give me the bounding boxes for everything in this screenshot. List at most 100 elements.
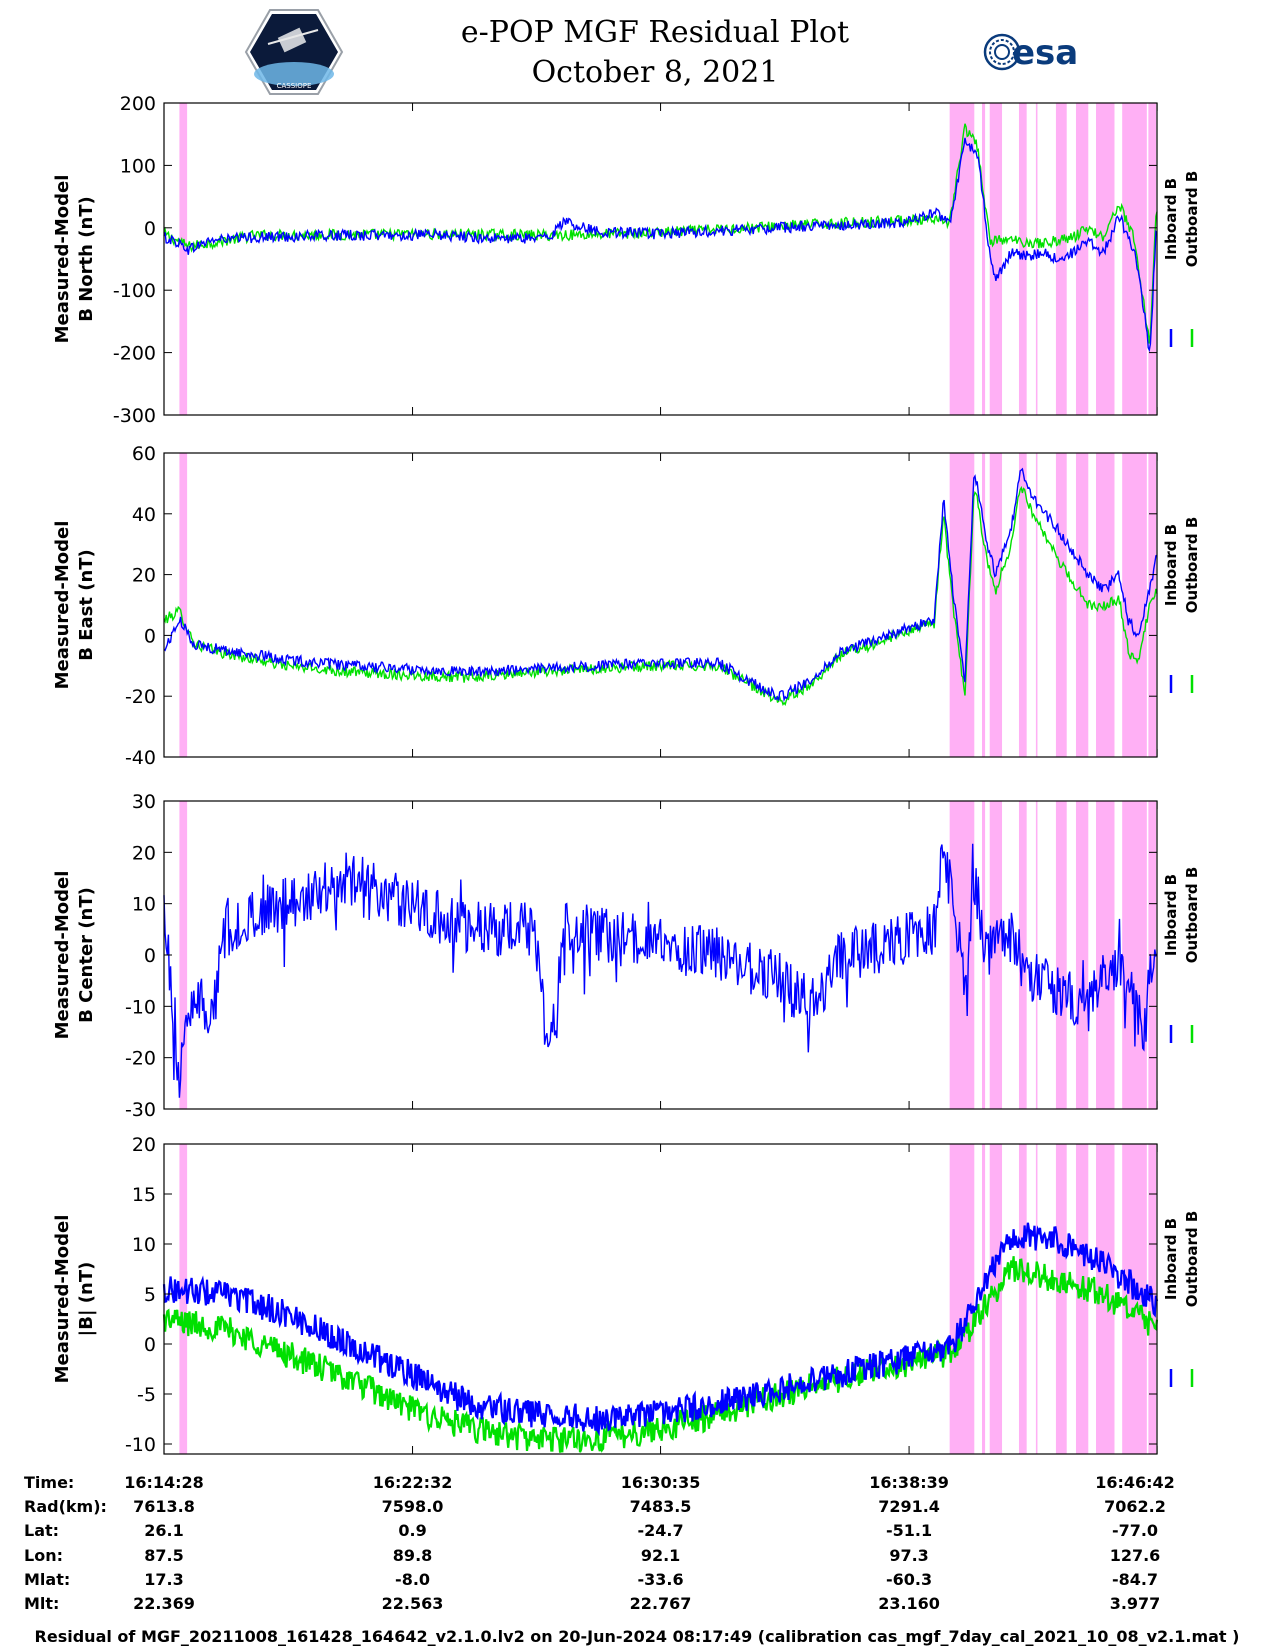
y-axis-label-line2: |B| (nT) [76,1262,97,1337]
y-tick-label: 0 [144,945,156,967]
y-tick-label: 40 [132,504,156,526]
flag-shading [1018,1144,1027,1454]
y-tick-label: -5 [137,1384,156,1406]
flag-shading [1018,453,1027,757]
ephemeris-cell: 16:14:28 [124,1473,204,1492]
y-tick-label: -10 [125,1434,156,1456]
ephemeris-cell: -8.0 [395,1570,430,1589]
ephemeris-cell: 22.767 [630,1594,692,1613]
flag-shading [1122,801,1147,1109]
ephemeris-cell: -60.3 [886,1570,932,1589]
y-tick-label: 10 [132,894,156,916]
flag-shading [1055,1144,1067,1454]
y-axis-label-line2: B East (nT) [76,549,97,661]
ephemeris-cell: 7291.4 [878,1497,940,1516]
y-tick-label: 200 [120,93,156,115]
y-tick-label: 100 [120,155,156,177]
legend-outboard-label: Outboard B [1183,517,1201,614]
ephemeris-cell: 26.1 [144,1521,183,1540]
panel-4: 20 15 10 5 0 -5 -10 Measured-Model |B| (nT) Inboa… [52,1134,1201,1456]
inboard-series-line [163,843,1158,1098]
ephemeris-cell: 7483.5 [630,1497,692,1516]
y-axis-label-line2: B Center (nT) [76,887,97,1023]
flag-shading [1055,453,1067,757]
y-tick-label: 20 [132,842,156,864]
plot-frame [163,452,1158,758]
chart-subtitle: October 8, 2021 [532,55,779,90]
flag-shading [1075,103,1089,415]
y-tick-label: -100 [113,280,156,302]
flag-shading [1095,453,1115,757]
ephemeris-cell: 22.563 [382,1594,444,1613]
ephemeris-cell: 16:22:32 [373,1473,453,1492]
y-tick-label: 10 [132,1234,156,1256]
flag-shading [1035,453,1038,757]
y-tick-label: -20 [125,686,156,708]
legend: Inboard B Outboard B [1162,1211,1201,1387]
footer-caption: Residual of MGF_20211008_161428_164642_v… [35,1627,1240,1646]
ephemeris-cell: -51.1 [886,1521,932,1540]
flag-shading [989,801,1003,1109]
plot-frame [163,800,1158,1110]
flag-shading [1095,103,1115,415]
ephemeris-cell: 23.160 [878,1594,940,1613]
flag-shading [1075,1144,1089,1454]
flag-shading [1075,801,1089,1109]
y-tick-label: 30 [132,791,156,813]
flag-shading [1122,453,1147,757]
y-axis-label-line2: B North (nT) [76,196,97,322]
legend-inboard-label: Inboard B [1162,178,1180,260]
y-tick-label: 0 [144,625,156,647]
ephemeris-cell: -33.6 [637,1570,683,1589]
ephemeris-cell: 7062.2 [1104,1497,1166,1516]
ephemeris-cell: 89.8 [393,1546,432,1565]
legend-outboard-label: Outboard B [1183,1211,1201,1308]
flag-shading [1075,453,1089,757]
flag-shading [949,1144,975,1454]
ephemeris-cell: 97.3 [889,1546,928,1565]
esa-logo-text: esa [1012,33,1078,73]
y-tick-label: 60 [132,443,156,465]
panel-3: 30 20 10 0 -10 -20 -30 Measured-Model B Center (… [52,791,1201,1121]
ephemeris-cell: 17.3 [144,1570,183,1589]
flag-shading [179,1144,188,1454]
ephemeris-cell: 3.977 [1110,1594,1161,1613]
ephemeris-cell: 0.9 [398,1521,426,1540]
cassiope-logo: CASSIOPE [244,9,344,95]
ephemeris-cell: 127.6 [1110,1546,1161,1565]
flag-shading [989,453,1003,757]
plot-frame [163,1143,1158,1455]
ephemeris-cell: 16:38:39 [869,1473,949,1492]
ephemeris-cell: 92.1 [641,1546,680,1565]
legend-inboard-label: Inboard B [1162,1218,1180,1300]
outboard-series-line [163,485,1158,707]
y-tick-label: 0 [144,218,156,240]
flag-shading [179,801,188,1109]
y-tick-label: 0 [144,1334,156,1356]
ephemeris-row-label: Mlt: [24,1594,59,1613]
y-tick-label: -40 [125,747,156,769]
y-axis-label-line1: Measured-Model [52,175,73,344]
cassiope-logo-text: CASSIOPE [277,82,312,90]
ephemeris-row-label: Time: [24,1473,74,1492]
y-tick-label: 20 [132,1134,156,1156]
flag-shading [179,103,188,415]
y-tick-label: -20 [125,1048,156,1070]
legend: Inboard B Outboard B [1162,517,1201,693]
inboard-series-line [162,1222,1159,1437]
y-axis-label-line1: Measured-Model [52,521,73,690]
ephemeris-cell: 16:46:42 [1095,1473,1175,1492]
flag-shading [1095,1144,1115,1454]
legend: Inboard B Outboard B [1162,171,1201,347]
panel-2: 60 40 20 0 -20 -40 Measured-Model B East (nT) In… [52,443,1201,769]
flag-shading [179,453,188,757]
flag-shading [1122,103,1147,415]
ephemeris-cell: 22.369 [133,1594,195,1613]
y-tick-label: 20 [132,565,156,587]
panel-1: 200 100 0 -100 -200 -300 Measured-Model B North… [52,93,1201,427]
y-tick-label: -30 [125,1099,156,1121]
flag-shading [1055,801,1067,1109]
ephemeris-row-label: Lon: [24,1546,63,1565]
flag-shading [982,103,986,415]
